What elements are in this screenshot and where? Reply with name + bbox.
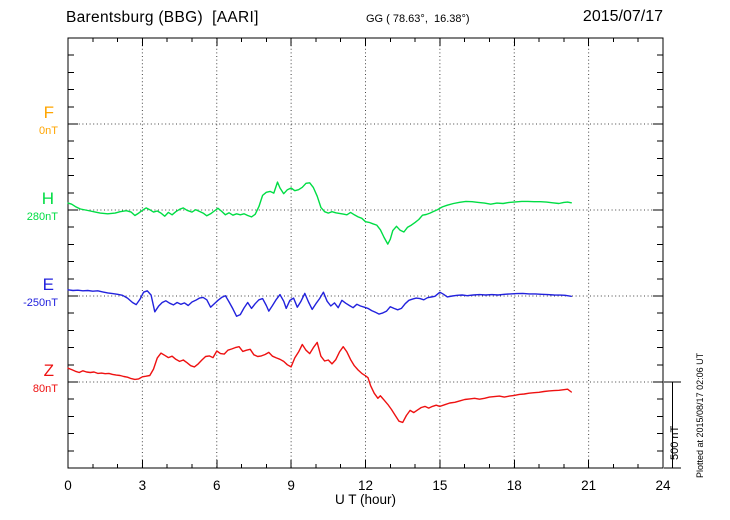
x-tick-labels: 0 3 6 9 12 15 18 21 24	[64, 478, 671, 493]
x-tick-label: 24	[655, 478, 671, 493]
baseline-value-E: -250nT	[23, 297, 58, 309]
x-tick-label: 12	[358, 478, 373, 493]
component-label-H: H 280nT	[0, 187, 58, 224]
baseline-value-H: 280nT	[26, 211, 58, 223]
baseline-value-F: 0nT	[39, 125, 58, 137]
component-label-F: F 0nT	[0, 101, 58, 138]
x-tick-label: 15	[432, 478, 447, 493]
x-axis-label: U T (hour)	[334, 492, 397, 507]
x-tick-label: 21	[581, 478, 596, 493]
component-letter-F: F	[43, 103, 54, 122]
gridlines	[68, 38, 663, 468]
station-title: Barentsburg (BBG) [AARI]	[66, 9, 259, 26]
geographic-coordinates: GG ( 78.63°, 16.38°)	[366, 13, 470, 25]
series-line-H	[67, 181, 572, 245]
x-tick-label: 3	[139, 478, 147, 493]
component-label-E: E -250nT	[0, 273, 58, 310]
scale-bar	[664, 381, 681, 469]
component-label-Z: Z 80nT	[0, 359, 58, 396]
component-letter-H: H	[41, 189, 54, 208]
x-tick-label: 9	[287, 478, 295, 493]
x-tick-label: 6	[213, 478, 221, 493]
scale-bar-label: 500 nT	[669, 425, 681, 460]
series-line-Z	[67, 341, 572, 424]
x-tick-label: 0	[64, 478, 72, 493]
series-line-E	[67, 289, 572, 317]
component-letter-Z: Z	[43, 361, 54, 380]
component-letter-E: E	[42, 275, 54, 294]
observation-date: 2015/07/17	[582, 8, 663, 25]
baseline-value-Z: 80nT	[32, 383, 58, 395]
axes	[67, 37, 664, 469]
x-tick-label: 18	[507, 478, 522, 493]
plotted-at-note: Plotted at 2015/08/17 02:06 UT	[695, 352, 705, 478]
